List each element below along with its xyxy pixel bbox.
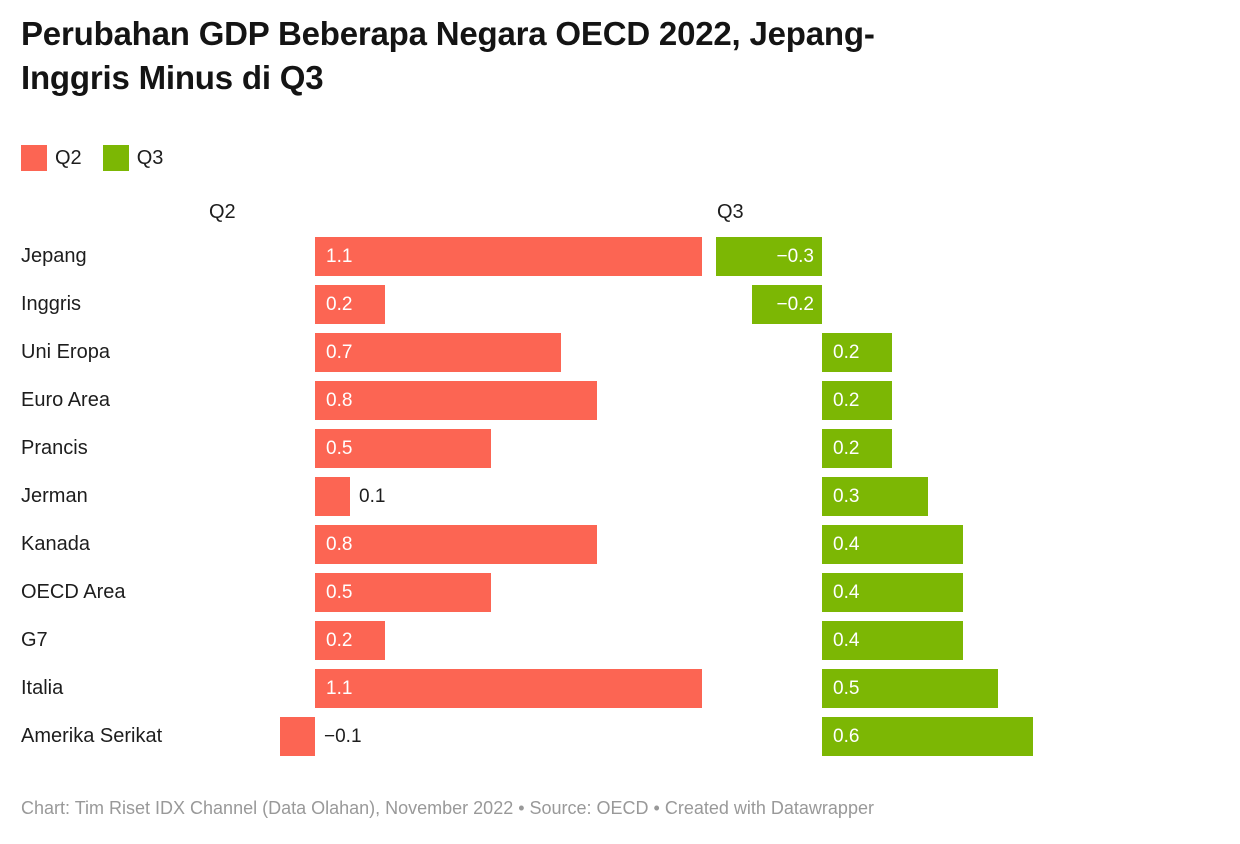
chart-title-line1: Perubahan GDP Beberapa Negara OECD 2022,… [21, 15, 875, 52]
q2-value-label: 1.1 [326, 246, 353, 267]
q3-bar [822, 333, 892, 372]
q3-bar [822, 573, 963, 612]
q3-bar [752, 285, 822, 324]
row-label: Euro Area [21, 389, 110, 411]
q3-value-label: 0.2 [833, 390, 860, 411]
legend-label-q3: Q3 [136, 147, 164, 169]
column-header-q3: Q3 [717, 201, 744, 223]
chart-footer: Chart: Tim Riset IDX Channel (Data Olaha… [21, 798, 874, 818]
q2-bar [315, 333, 561, 372]
q2-value-label: −0.1 [324, 726, 362, 747]
q2-bar [315, 237, 702, 276]
q3-value-label: −0.3 [776, 246, 814, 267]
q2-bar [315, 381, 597, 420]
legend: Q2 Q3 [21, 145, 163, 171]
q3-bar [822, 525, 963, 564]
q3-value-label: 0.5 [833, 678, 860, 699]
q2-bar [280, 717, 315, 756]
row-label: Amerika Serikat [21, 725, 163, 747]
row-label: OECD Area [21, 581, 126, 603]
q3-value-label: 0.4 [833, 534, 860, 555]
legend-item-q2: Q2 [21, 145, 82, 171]
q2-color-swatch [21, 145, 47, 171]
q2-value-label: 0.2 [326, 294, 353, 315]
q3-bar [716, 237, 822, 276]
q2-bar [315, 669, 702, 708]
q2-value-label: 1.1 [326, 678, 353, 699]
q3-color-swatch [102, 145, 129, 171]
chart-title: Perubahan GDP Beberapa Negara OECD 2022,… [21, 12, 1211, 100]
q2-value-label: 0.7 [326, 342, 353, 363]
row-label: Kanada [21, 533, 90, 555]
q3-value-label: 0.2 [833, 342, 860, 363]
legend-label-q2: Q2 [55, 147, 82, 169]
q3-value-label: 0.6 [833, 726, 860, 747]
q3-bar [822, 429, 892, 468]
q3-value-label: 0.4 [833, 582, 860, 603]
row-label: Italia [21, 677, 64, 699]
q2-bar [315, 573, 491, 612]
q2-bar [315, 477, 350, 516]
q3-value-label: 0.4 [833, 630, 860, 651]
q2-bar [315, 429, 491, 468]
q3-bar [822, 621, 963, 660]
q3-value-label: −0.2 [776, 294, 814, 315]
q2-value-label: 0.8 [326, 390, 353, 411]
q2-value-label: 0.8 [326, 534, 353, 555]
q2-value-label: 0.2 [326, 630, 353, 651]
q2-bar [315, 621, 385, 660]
q2-value-label: 0.5 [326, 438, 353, 459]
q3-bar [822, 477, 928, 516]
row-label: Inggris [21, 293, 82, 315]
q3-value-label: 0.3 [833, 486, 860, 507]
column-header-q2: Q2 [209, 201, 236, 223]
q2-value-label: 0.5 [326, 582, 353, 603]
q3-bar [822, 381, 892, 420]
chart-title-line2: Inggris Minus di Q3 [21, 59, 324, 96]
row-label: G7 [21, 629, 48, 651]
row-label: Prancis [21, 437, 88, 459]
legend-item-q3: Q3 [102, 145, 164, 171]
q3-value-label: 0.2 [833, 438, 860, 459]
q2-bar [315, 285, 385, 324]
q3-bar [822, 669, 998, 708]
q2-bar [315, 525, 597, 564]
row-label: Jepang [21, 245, 87, 267]
q2-value-label: 0.1 [359, 486, 386, 507]
q3-bar [822, 717, 1033, 756]
row-label: Uni Eropa [21, 341, 110, 363]
row-label: Jerman [21, 485, 88, 507]
